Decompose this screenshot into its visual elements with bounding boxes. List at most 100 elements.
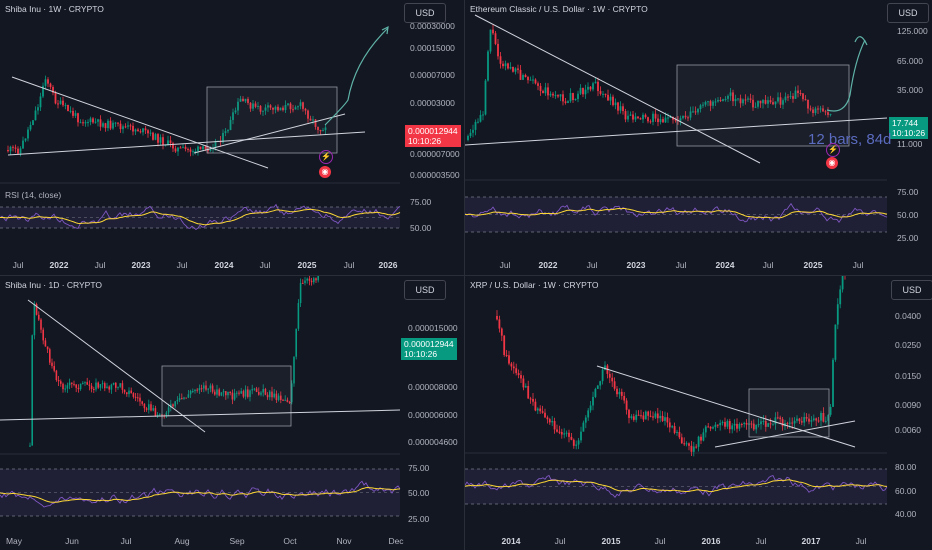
currency-button[interactable]: USD — [891, 280, 932, 300]
candle-body — [524, 385, 527, 388]
candle-body — [117, 122, 119, 124]
candle-body — [322, 130, 324, 132]
candle-body — [192, 390, 194, 392]
candle-body — [262, 389, 264, 393]
candle-body — [704, 426, 707, 433]
rsi-ma-line — [0, 486, 400, 503]
candle-body — [620, 391, 623, 396]
candle-body — [587, 86, 589, 90]
flag-icon[interactable]: ◉ — [319, 166, 331, 178]
currency-button[interactable]: USD — [404, 280, 446, 300]
candle-body — [40, 319, 42, 330]
rsi-tick: 75.00 — [408, 463, 430, 473]
price-tick: 0.000007000 — [410, 149, 460, 159]
chart-pane-shib-weekly[interactable]: Shiba Inu · 1W · CRYPTO USD 0.00030000 0… — [0, 0, 464, 275]
rsi-tick: 50.00 — [897, 210, 919, 220]
candle-body — [244, 98, 247, 102]
price-tick: 0.00007000 — [410, 70, 455, 80]
rsi-indicator-label[interactable]: RSI (14, close) — [5, 190, 62, 200]
support-line — [714, 420, 856, 448]
price-badge: 0.000012944 10:10:26 — [401, 338, 457, 360]
candle-body — [280, 395, 282, 400]
candle-body — [254, 103, 257, 107]
candle-body — [574, 98, 577, 101]
time-tick: Jul — [499, 260, 511, 270]
candle-body — [827, 414, 830, 421]
candle-body — [599, 381, 602, 386]
price-badge-countdown: 10:10:26 — [404, 349, 438, 359]
projection-arrow — [826, 39, 866, 112]
candle-body — [167, 407, 170, 413]
chart-pane-shib-daily[interactable]: Shiba Inu · 1D · CRYPTO USD 0.000015000 … — [0, 276, 464, 550]
shib-weekly-plot[interactable] — [0, 0, 464, 275]
candle-body — [27, 129, 29, 139]
candle-body — [635, 414, 638, 420]
candle-body — [14, 147, 17, 149]
shib-daily-plot[interactable] — [0, 276, 464, 550]
time-tick: 2015 — [601, 536, 621, 546]
candle-body — [88, 384, 91, 386]
candle-body — [824, 111, 827, 113]
candle-body — [272, 107, 274, 110]
chart-pane-etc-weekly[interactable]: Ethereum Classic / U.S. Dollar · 1W · CR… — [465, 0, 932, 275]
candle-body — [517, 373, 520, 376]
candle-body — [721, 422, 724, 424]
chart-pane-xrp-weekly[interactable]: XRP / U.S. Dollar · 1W · CRYPTO USD 0.04… — [465, 276, 932, 550]
candle-body — [544, 412, 546, 418]
price-badge: 17.744 10:10:26 — [889, 117, 929, 139]
price-tick: 65.000 — [897, 56, 923, 66]
candle-body — [182, 146, 184, 148]
candle-body — [613, 381, 616, 389]
candle-body — [73, 383, 75, 385]
candle-body — [622, 106, 624, 112]
chart-title: Shiba Inu · 1W · CRYPTO — [5, 4, 104, 14]
candle-body — [820, 412, 822, 421]
flag-icon[interactable]: ◉ — [826, 157, 838, 169]
candle-body — [124, 126, 127, 128]
candle-body — [104, 123, 107, 129]
candle-body — [203, 385, 205, 389]
candle-body — [497, 43, 499, 57]
candle-body — [534, 79, 537, 84]
candle-body — [562, 94, 564, 102]
candle-body — [568, 432, 570, 437]
candle-body — [733, 423, 736, 426]
candle-body — [789, 96, 792, 98]
price-tick: 0.000003500 — [410, 170, 460, 180]
candle-body — [277, 395, 280, 400]
candle-body — [527, 77, 529, 81]
currency-button[interactable]: USD — [887, 3, 929, 23]
candle-body — [671, 426, 674, 428]
candle-body — [625, 400, 628, 410]
candle-body — [627, 115, 629, 120]
candle-body — [232, 112, 234, 121]
candle-body — [737, 98, 739, 100]
candle-body — [694, 111, 697, 113]
candle-body — [128, 390, 130, 395]
candle-body — [74, 113, 77, 116]
candle-body — [189, 149, 192, 152]
xrp-weekly-plot[interactable] — [465, 276, 932, 550]
candle-body — [238, 392, 240, 394]
candle-body — [496, 316, 498, 320]
currency-button[interactable]: USD — [404, 3, 446, 23]
price-badge-value: 17.744 — [892, 118, 918, 128]
candle-body — [556, 429, 558, 432]
candle-body — [93, 389, 95, 391]
etc-weekly-plot[interactable] — [465, 0, 932, 275]
candle-body — [529, 398, 532, 400]
candle-body — [642, 415, 645, 420]
candle-body — [812, 109, 814, 114]
time-tick: Sep — [229, 536, 245, 546]
candle-body — [310, 280, 313, 283]
candle-body — [99, 384, 102, 388]
candle-body — [676, 431, 678, 433]
pane-divider-horizontal[interactable] — [0, 275, 932, 276]
candle-body — [750, 423, 753, 425]
lightning-icon[interactable]: ⚡ — [319, 150, 333, 164]
candle-body — [774, 417, 777, 425]
candle-body — [554, 95, 557, 97]
candle-body — [134, 396, 137, 398]
candle-body — [564, 101, 567, 103]
lightning-icon[interactable]: ⚡ — [826, 143, 840, 157]
